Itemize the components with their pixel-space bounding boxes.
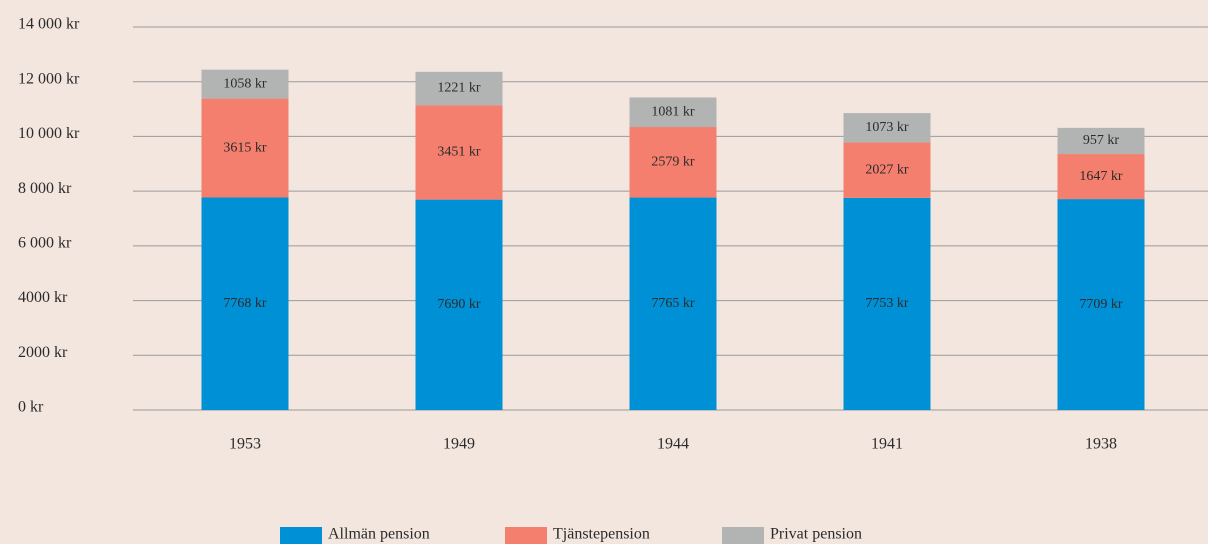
value-label: 7765 kr xyxy=(651,296,695,311)
bar-segment xyxy=(201,197,289,410)
bar-segment xyxy=(1057,154,1145,200)
bar-segment xyxy=(415,71,503,106)
y-tick-label: 8 000 kr xyxy=(18,180,72,197)
bar-segment xyxy=(201,98,289,198)
value-label: 1081 kr xyxy=(651,104,695,119)
value-label: 7709 kr xyxy=(1079,297,1123,312)
bar-segment xyxy=(629,97,717,128)
x-tick-label: 1941 xyxy=(871,436,903,453)
x-tick-label: 1944 xyxy=(657,436,689,453)
legend-label: Tjänstepension xyxy=(553,526,650,543)
y-tick-label: 6 000 kr xyxy=(18,235,72,252)
y-tick-label: 4000 kr xyxy=(18,289,68,306)
bar-segment xyxy=(1057,199,1145,410)
bar-segment xyxy=(843,113,931,143)
bar-segment xyxy=(843,197,931,410)
y-tick-label: 2000 kr xyxy=(18,344,68,361)
bar-segment xyxy=(415,105,503,200)
bar-segment xyxy=(629,197,717,410)
y-tick-label: 12 000 kr xyxy=(18,70,80,87)
y-tick-label: 10 000 kr xyxy=(18,125,80,142)
value-label: 3615 kr xyxy=(223,140,267,155)
y-tick-label: 14 000 kr xyxy=(18,16,80,33)
value-label: 1058 kr xyxy=(223,76,267,91)
legend-swatch xyxy=(280,527,322,544)
value-label: 2027 kr xyxy=(865,162,909,177)
value-label: 957 kr xyxy=(1083,133,1120,148)
value-label: 1221 kr xyxy=(437,81,481,96)
bar-segment xyxy=(1057,127,1145,155)
legend-label: Privat pension xyxy=(770,526,862,543)
y-tick-label: 0 kr xyxy=(18,399,44,416)
value-label: 1073 kr xyxy=(865,120,909,135)
value-label: 2579 kr xyxy=(651,155,695,170)
x-tick-label: 1938 xyxy=(1085,436,1117,453)
value-label: 1647 kr xyxy=(1079,169,1123,184)
x-tick-label: 1949 xyxy=(443,436,475,453)
bar-segment xyxy=(843,142,931,198)
bar-segment xyxy=(415,199,503,410)
value-label: 3451 kr xyxy=(437,145,481,160)
value-label: 7753 kr xyxy=(865,296,909,311)
bar-segment xyxy=(201,69,289,99)
value-label: 7768 kr xyxy=(223,296,267,311)
legend-label: Allmän pension xyxy=(328,526,430,543)
legend-swatch xyxy=(505,527,547,544)
bar-segment xyxy=(629,127,717,198)
value-label: 7690 kr xyxy=(437,297,481,312)
legend-swatch xyxy=(722,527,764,544)
x-tick-label: 1953 xyxy=(229,436,261,453)
